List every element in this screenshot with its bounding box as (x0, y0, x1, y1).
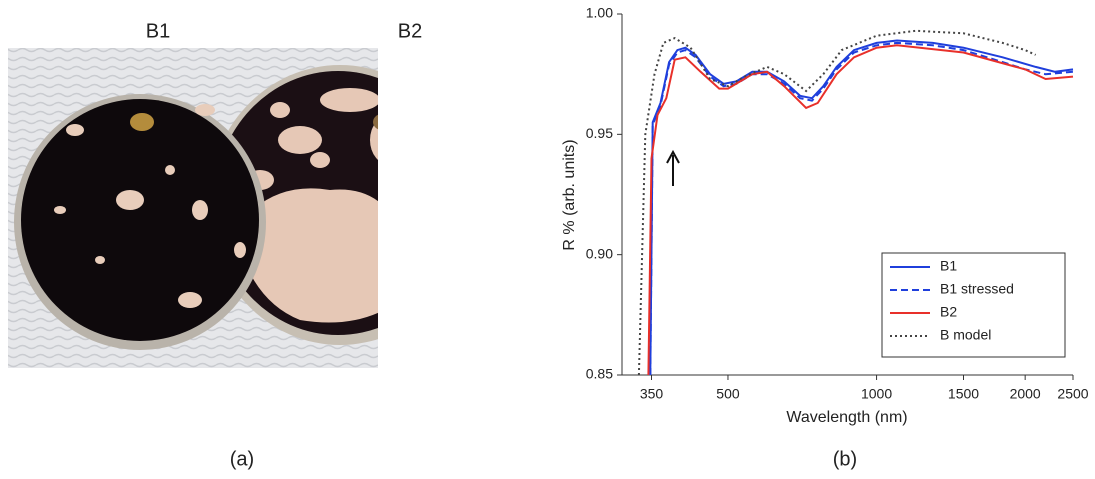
x-tick-label: 1000 (861, 386, 892, 402)
y-axis-label: R % (arb. units) (561, 139, 578, 250)
legend-label: B2 (940, 304, 957, 320)
line (649, 39, 1074, 376)
y-tick-label: 0.95 (586, 125, 613, 141)
y-tick-label: 1.00 (586, 5, 613, 21)
panel-label: (b) (833, 448, 857, 470)
photo-label: B2 (398, 20, 422, 42)
panel-label: (a) (230, 448, 254, 470)
line (649, 41, 1074, 376)
legend-label: B1 (940, 258, 957, 274)
legend-label: B model (940, 327, 991, 343)
x-tick-label: 350 (640, 386, 664, 402)
x-axis-label: Wavelength (nm) (786, 409, 907, 426)
legend-box (881, 252, 1066, 358)
y-tick-label: 0.85 (586, 366, 613, 382)
x-tick-label: 500 (716, 386, 740, 402)
line (637, 29, 1037, 376)
legend-label: B1 stressed (940, 281, 1014, 297)
y-tick-label: 0.90 (586, 245, 613, 261)
line (647, 44, 1074, 376)
arrow-head (666, 149, 680, 164)
photo-label: B1 (146, 20, 170, 42)
x-tick-label: 2000 (1010, 386, 1041, 402)
photo (8, 48, 378, 368)
x-tick-label: 1500 (948, 386, 979, 402)
x-tick-label: 2500 (1057, 386, 1088, 402)
